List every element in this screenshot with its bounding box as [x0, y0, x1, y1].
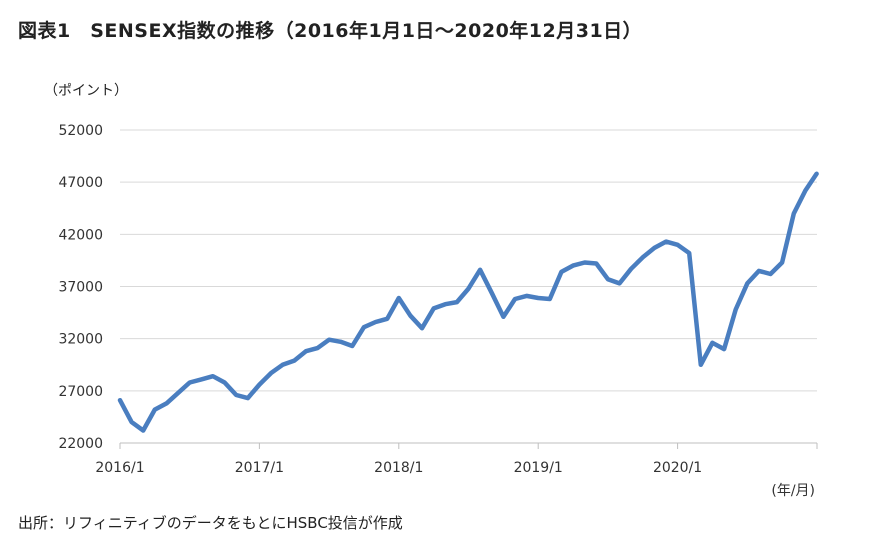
source-note: 出所：リフィニティブのデータをもとにHSBC投信が作成: [18, 514, 403, 532]
y-tick-label: 27000: [58, 384, 103, 400]
y-tick-label: 47000: [58, 175, 103, 191]
sensex-series-line: [117, 171, 819, 433]
y-tick-label: 22000: [58, 436, 103, 452]
x-tick-label: 2017/1: [235, 460, 284, 476]
y-tick-label: 37000: [58, 280, 103, 296]
x-tick-label: 2016/1: [95, 460, 144, 476]
y-tick-label: 42000: [58, 227, 103, 243]
chart-title: 図表1 SENSEX指数の推移（2016年1月1日〜2020年12月31日）: [18, 20, 643, 42]
x-tick-label: 2020/1: [653, 460, 702, 476]
y-axis-unit-label: （ポイント）: [44, 83, 128, 99]
x-axis-unit-label: (年/月): [771, 483, 815, 499]
y-tick-label: 32000: [58, 332, 103, 348]
x-tick-label: 2019/1: [514, 460, 563, 476]
x-tick-label: 2018/1: [374, 460, 423, 476]
y-tick-label: 52000: [58, 123, 103, 139]
